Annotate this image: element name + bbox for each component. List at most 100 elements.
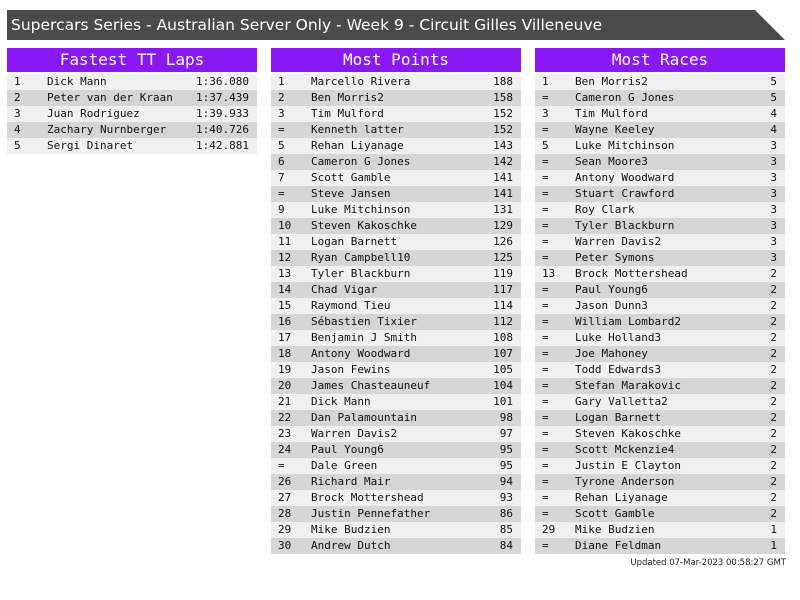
rank: = bbox=[542, 491, 549, 504]
rank: = bbox=[278, 123, 285, 136]
table-row: 23 Warren Davis2 97 bbox=[271, 426, 521, 442]
table-row: = William Lombard2 2 bbox=[535, 314, 785, 330]
driver-name: Rehan Liyanage bbox=[311, 139, 404, 152]
stat-value: 117 bbox=[493, 283, 513, 296]
table-row: = Scott Mckenzie4 2 bbox=[535, 442, 785, 458]
stat-value: 1:42.881 bbox=[196, 139, 249, 152]
driver-name: Ben Morris2 bbox=[311, 91, 384, 104]
driver-name: Antony Woodward bbox=[575, 171, 675, 184]
driver-name: Roy Clark bbox=[575, 203, 635, 216]
driver-name: Marcello Rivera bbox=[311, 75, 411, 88]
table-row: 26 Richard Mair 94 bbox=[271, 474, 521, 490]
table-row: = Rehan Liyanage 2 bbox=[535, 490, 785, 506]
table-row: 22 Dan Palamountain 98 bbox=[271, 410, 521, 426]
stat-value: 119 bbox=[493, 267, 513, 280]
rank: = bbox=[542, 411, 549, 424]
table-row: = Warren Davis2 3 bbox=[535, 234, 785, 250]
table-row: = Tyler Blackburn 3 bbox=[535, 218, 785, 234]
stat-value: 95 bbox=[499, 459, 513, 472]
rank: 30 bbox=[278, 539, 292, 552]
rank: 29 bbox=[542, 523, 556, 536]
rank: 3 bbox=[542, 107, 549, 120]
stat-value: 5 bbox=[770, 75, 777, 88]
driver-name: Jason Dunn3 bbox=[575, 299, 648, 312]
driver-name: Luke Holland3 bbox=[575, 331, 662, 344]
table-row: = Wayne Keeley 4 bbox=[535, 122, 785, 138]
table-row: 21 Dick Mann 101 bbox=[271, 394, 521, 410]
stat-value: 2 bbox=[770, 459, 777, 472]
table-row: 30 Andrew Dutch 84 bbox=[271, 538, 521, 554]
driver-name: Richard Mair bbox=[311, 475, 391, 488]
page-title: Supercars Series - Australian Server Onl… bbox=[11, 16, 603, 34]
stat-value: 3 bbox=[770, 139, 777, 152]
driver-name: Scott Mckenzie4 bbox=[575, 443, 675, 456]
table-row: 2 Peter van der Kraan 1:37.439 bbox=[7, 90, 257, 106]
driver-name: Brock Mottershead bbox=[311, 491, 424, 504]
driver-name: Andrew Dutch bbox=[311, 539, 391, 552]
driver-name: Sean Moore3 bbox=[575, 155, 648, 168]
rank: = bbox=[542, 187, 549, 200]
rank: 18 bbox=[278, 347, 292, 360]
stat-value: 2 bbox=[770, 411, 777, 424]
table-row: = Antony Woodward 3 bbox=[535, 170, 785, 186]
table-row: 20 James Chasteauneuf 104 bbox=[271, 378, 521, 394]
table-row: = Scott Gamble 2 bbox=[535, 506, 785, 522]
rank: 20 bbox=[278, 379, 292, 392]
driver-name: Cameron G Jones bbox=[311, 155, 411, 168]
table-row: = Steven Kakoschke 2 bbox=[535, 426, 785, 442]
driver-name: Brock Mottershead bbox=[575, 267, 688, 280]
driver-name: Zachary Nurnberger bbox=[47, 123, 167, 136]
driver-name: Logan Barnett bbox=[311, 235, 398, 248]
stat-value: 1:39.933 bbox=[196, 107, 249, 120]
driver-name: Tim Mulford bbox=[311, 107, 384, 120]
rank: 16 bbox=[278, 315, 292, 328]
rank: 23 bbox=[278, 427, 292, 440]
driver-name: Sergi Dinaret bbox=[47, 139, 134, 152]
table-row: = Dale Green 95 bbox=[271, 458, 521, 474]
stat-value: 158 bbox=[493, 91, 513, 104]
stat-value: 126 bbox=[493, 235, 513, 248]
rank: = bbox=[542, 395, 549, 408]
stat-value: 95 bbox=[499, 443, 513, 456]
table-row: 5 Rehan Liyanage 143 bbox=[271, 138, 521, 154]
driver-name: Mike Budzien bbox=[575, 523, 655, 536]
stat-value: 2 bbox=[770, 395, 777, 408]
driver-name: Paul Young6 bbox=[575, 283, 648, 296]
driver-name: Mike Budzien bbox=[311, 523, 391, 536]
rank: = bbox=[542, 443, 549, 456]
table-row: = Justin E Clayton 2 bbox=[535, 458, 785, 474]
table-row: 17 Benjamin J Smith 108 bbox=[271, 330, 521, 346]
rank: = bbox=[278, 187, 285, 200]
driver-name: Wayne Keeley bbox=[575, 123, 655, 136]
rank: 28 bbox=[278, 507, 292, 520]
driver-name: Justin E Clayton bbox=[575, 459, 681, 472]
stat-value: 3 bbox=[770, 203, 777, 216]
rank: = bbox=[542, 331, 549, 344]
table-row: 1 Ben Morris2 5 bbox=[535, 74, 785, 90]
rank: = bbox=[542, 363, 549, 376]
stat-value: 1:40.726 bbox=[196, 123, 249, 136]
rank: 19 bbox=[278, 363, 292, 376]
driver-name: Chad Vigar bbox=[311, 283, 378, 296]
leaderboard-panel: Most Races 1 Ben Morris2 5 = Cameron G Jones 5… bbox=[535, 48, 785, 554]
stat-value: 4 bbox=[770, 107, 777, 120]
rank: = bbox=[542, 475, 549, 488]
stat-value: 112 bbox=[493, 315, 513, 328]
table-row: = Diane Feldman 1 bbox=[535, 538, 785, 554]
driver-name: Ben Morris2 bbox=[575, 75, 648, 88]
table-row: 24 Paul Young6 95 bbox=[271, 442, 521, 458]
rank: 24 bbox=[278, 443, 292, 456]
driver-name: Ryan Campbell10 bbox=[311, 251, 411, 264]
rank: = bbox=[542, 379, 549, 392]
driver-name: Scott Gamble bbox=[575, 507, 655, 520]
driver-name: Tim Mulford bbox=[575, 107, 648, 120]
panel-title: Most Races bbox=[535, 48, 785, 72]
rank: 2 bbox=[278, 91, 285, 104]
stat-value: 142 bbox=[493, 155, 513, 168]
stat-value: 84 bbox=[499, 539, 513, 552]
stat-value: 4 bbox=[770, 123, 777, 136]
rank: 6 bbox=[278, 155, 285, 168]
stat-value: 86 bbox=[499, 507, 513, 520]
stat-value: 2 bbox=[770, 427, 777, 440]
driver-name: Steve Jansen bbox=[311, 187, 391, 200]
